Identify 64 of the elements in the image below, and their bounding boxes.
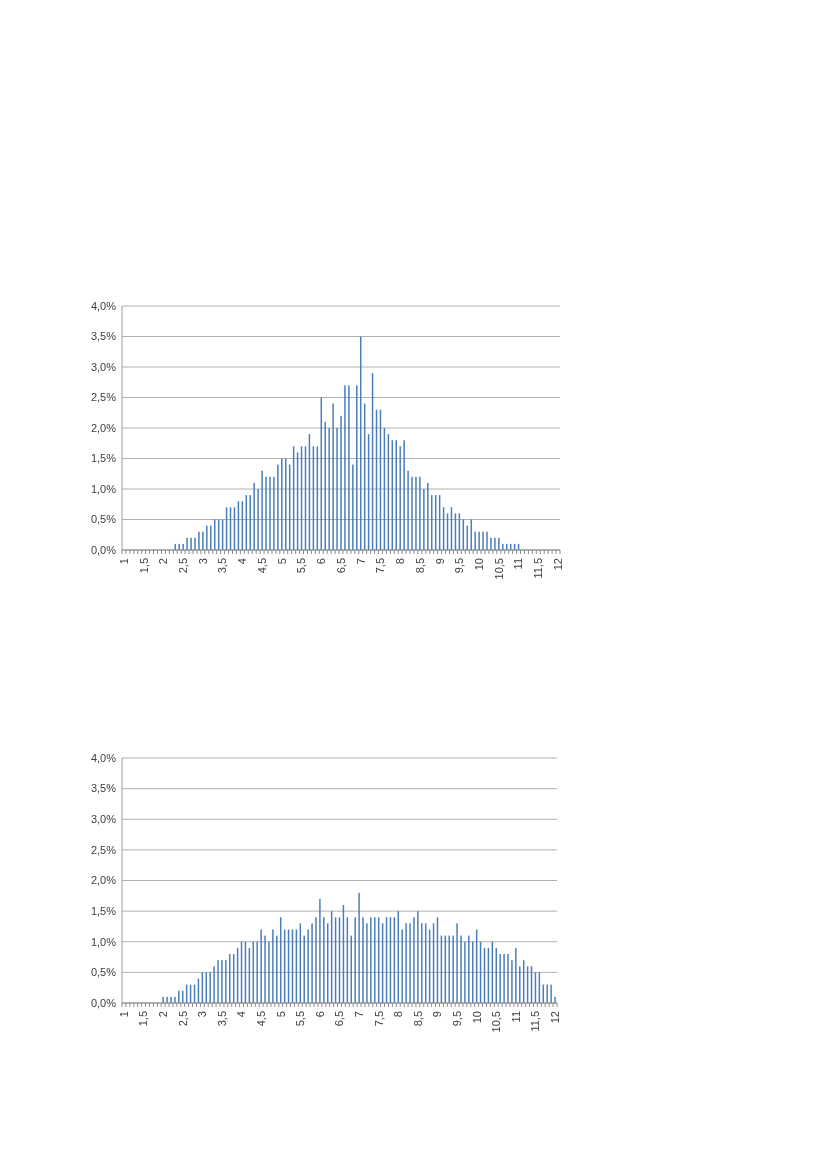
x-tick-label: 11,5 xyxy=(532,558,545,579)
x-tick-label: 2 xyxy=(157,1011,169,1018)
x-tick-label: 11 xyxy=(509,1011,522,1023)
y-tick-label: 1,0% xyxy=(90,482,117,495)
x-tick-label: 11 xyxy=(512,558,525,570)
x-tick-label: 3 xyxy=(196,1011,209,1018)
x-tick-label: 8,5 xyxy=(413,558,426,574)
x-tick-label: 7 xyxy=(352,1011,365,1018)
y-tick-label: 2,0% xyxy=(90,421,117,434)
x-tick-label: 11,5 xyxy=(529,1011,542,1032)
x-tick-label: 9,5 xyxy=(453,558,466,574)
x-tick-label: 6 xyxy=(313,1011,326,1018)
y-tick-label: 2,5% xyxy=(90,391,117,404)
x-tick-label: 3 xyxy=(196,558,209,565)
y-tick-label: 3,5% xyxy=(90,330,117,343)
y-tick-label: 1,0% xyxy=(90,935,117,948)
x-tick-label: 5,5 xyxy=(294,1011,307,1027)
x-tick-label: 6,5 xyxy=(334,558,347,574)
x-tick-label: 3,5 xyxy=(215,1011,228,1027)
x-tick-label: 4 xyxy=(235,1011,248,1018)
x-tick-label: 3,5 xyxy=(216,558,229,574)
y-tick-label: 0,0% xyxy=(90,996,117,1009)
x-tick-label: 12 xyxy=(548,1011,561,1024)
y-tick-label: 1,5% xyxy=(90,904,117,917)
x-tick-label: 4 xyxy=(236,558,249,565)
x-tick-label: 10 xyxy=(470,1011,483,1024)
x-tick-label: 7,5 xyxy=(374,558,387,574)
x-tick-label: 10 xyxy=(472,558,485,571)
x-tick-label: 5 xyxy=(275,558,288,565)
x-tick-label: 1,5 xyxy=(137,558,150,574)
y-tick-label: 2,0% xyxy=(90,874,117,887)
x-tick-label: 8 xyxy=(394,558,407,565)
y-tick-label: 3,0% xyxy=(90,813,117,826)
x-tick-label: 10,5 xyxy=(492,558,505,580)
y-tick-label: 1,5% xyxy=(90,452,117,465)
x-tick-label: 1 xyxy=(117,558,130,565)
x-tick-label: 8,5 xyxy=(411,1011,424,1027)
x-tick-label: 6,5 xyxy=(333,1011,346,1027)
x-tick-label: 7,5 xyxy=(372,1011,385,1027)
x-tick-label: 9 xyxy=(431,1011,444,1018)
x-tick-label: 7 xyxy=(354,558,367,565)
y-tick-label: 3,5% xyxy=(90,782,117,795)
y-tick-label: 4,0% xyxy=(90,299,117,312)
x-tick-label: 4,5 xyxy=(255,558,268,574)
x-tick-label: 5,5 xyxy=(295,558,308,574)
y-tick-label: 0,5% xyxy=(90,966,117,979)
x-tick-label: 6 xyxy=(315,558,328,565)
x-tick-label: 1 xyxy=(117,1011,130,1018)
x-tick-label: 9,5 xyxy=(450,1011,463,1027)
x-tick-label: 5 xyxy=(274,1011,287,1018)
x-tick-label: 10,5 xyxy=(490,1011,503,1033)
y-tick-label: 3,0% xyxy=(90,360,117,373)
x-tick-label: 2,5 xyxy=(176,1011,189,1027)
x-tick-label: 4,5 xyxy=(254,1011,267,1027)
y-tick-label: 2,5% xyxy=(90,843,117,856)
x-tick-label: 2,5 xyxy=(177,558,190,574)
x-tick-label: 2 xyxy=(157,558,170,565)
x-tick-label: 8 xyxy=(392,1011,405,1018)
y-tick-label: 0,0% xyxy=(90,543,117,556)
x-tick-label: 12 xyxy=(551,558,564,571)
y-tick-label: 4,0% xyxy=(90,751,117,764)
x-tick-label: 1,5 xyxy=(137,1011,150,1027)
y-tick-label: 0,5% xyxy=(90,513,117,526)
x-tick-label: 9 xyxy=(433,558,446,565)
